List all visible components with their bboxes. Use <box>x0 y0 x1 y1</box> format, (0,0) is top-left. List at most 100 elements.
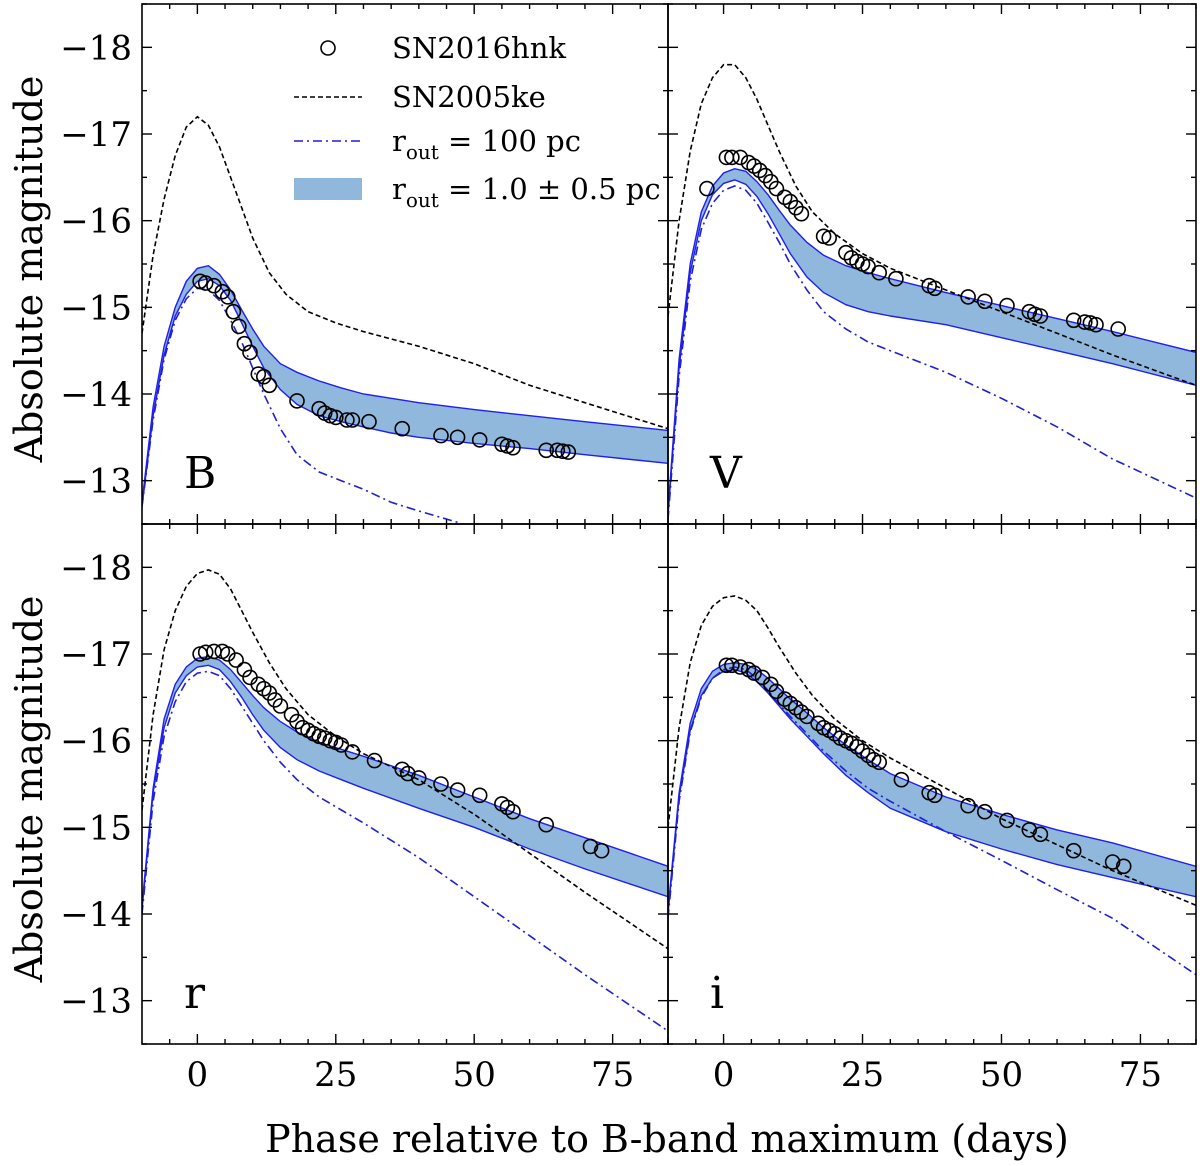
sn2005ke-line <box>142 115 668 430</box>
y-tick-label: −15 <box>60 808 132 848</box>
data-point <box>732 659 749 675</box>
y-tick-label: −18 <box>60 28 132 68</box>
data-point <box>999 812 1015 829</box>
legend-label-main: r <box>392 124 406 158</box>
panel-label-r: r <box>184 968 206 1019</box>
y-tick-label: −14 <box>60 375 132 415</box>
data-point <box>394 420 411 437</box>
model-band-lower-edge <box>142 664 668 910</box>
data-point <box>197 644 214 661</box>
data-point <box>311 400 328 417</box>
model-band-upper-edge <box>668 661 1196 910</box>
data-point <box>782 695 799 712</box>
data-point <box>1032 308 1049 324</box>
model-100pc-line <box>668 666 1196 976</box>
panel-V: V <box>667 3 1197 525</box>
data-point <box>1115 858 1132 875</box>
data-point <box>361 413 377 430</box>
x-tick-label: 0 <box>187 1055 209 1095</box>
data-point <box>255 368 272 385</box>
data-point <box>1021 822 1038 838</box>
plot-area <box>142 569 668 1032</box>
data-point <box>197 275 214 291</box>
data-point <box>236 335 253 352</box>
x-axis-title: Phase relative to B-band maximum (days) <box>265 1117 1069 1161</box>
data-point <box>793 205 810 222</box>
data-point <box>746 158 762 174</box>
model-100pc-line <box>142 670 668 1032</box>
data-point <box>220 289 236 305</box>
legend-label: rout = 100 pc <box>392 124 581 164</box>
data-point <box>327 409 344 426</box>
data-point <box>344 744 361 760</box>
data-point <box>838 244 854 261</box>
y-tick-label: −18 <box>60 548 132 588</box>
data-point <box>699 180 715 197</box>
x-tick-label: 25 <box>841 1055 884 1095</box>
x-tick-label: 50 <box>453 1055 496 1095</box>
data-point <box>471 432 488 448</box>
model-band-upper-edge <box>142 655 668 906</box>
data-point <box>344 412 361 428</box>
data-point <box>999 297 1015 314</box>
data-point <box>206 643 222 660</box>
data-point <box>433 776 449 792</box>
data-point <box>854 743 871 759</box>
panel-r: 0 25 50 75 −18 −17 −16 −15 −14 −13 r <box>60 523 669 1095</box>
data-point <box>926 280 943 297</box>
data-point <box>732 149 749 166</box>
y-axis-title-top: Absolute magnitude <box>7 76 51 464</box>
sn2005ke-line <box>668 595 1196 907</box>
data-point <box>860 747 876 764</box>
data-point <box>225 303 242 320</box>
data-point <box>751 162 768 179</box>
x-tick-label: 75 <box>1119 1055 1162 1095</box>
data-point <box>449 782 466 798</box>
sn2005ke-line <box>668 63 1196 387</box>
data-point <box>582 838 599 855</box>
data-point <box>1110 321 1126 337</box>
data-point <box>724 657 740 674</box>
data-point <box>976 293 993 310</box>
data-point <box>768 180 785 197</box>
data-point <box>433 427 449 444</box>
x-tick-label: 50 <box>980 1055 1023 1095</box>
plot-area <box>668 63 1196 520</box>
data-point <box>499 799 516 816</box>
data-point <box>261 377 278 394</box>
data-point <box>960 289 976 305</box>
x-tick-label: 0 <box>713 1055 735 1095</box>
panel-i: 0 25 50 75 i <box>667 523 1197 1095</box>
data-point <box>926 787 943 804</box>
data-point <box>366 752 383 769</box>
data-point <box>888 270 904 287</box>
data-point <box>471 787 488 804</box>
data-point <box>449 429 466 446</box>
y-tick-label: −15 <box>60 288 132 328</box>
legend-label: SN2016hnk <box>392 31 566 65</box>
y-tick-label: −14 <box>60 895 132 935</box>
panels-group: −18−17−16−15−14−13 B V0 25 50 75−18−17−16−15−… <box>60 3 1197 1095</box>
data-point <box>810 715 826 732</box>
data-point <box>776 189 793 206</box>
model-100pc-line <box>142 287 458 524</box>
data-point <box>960 797 976 814</box>
data-point <box>1032 826 1049 843</box>
data-point <box>871 754 888 771</box>
model-100pc-line <box>668 185 1196 520</box>
data-point <box>289 393 305 409</box>
data-point <box>250 676 267 693</box>
model-band-fill <box>142 265 668 507</box>
legend-label-sub: out <box>406 140 439 164</box>
legend-label-rest: = 100 pc <box>439 124 581 158</box>
data-point <box>871 264 888 281</box>
data-point <box>746 665 762 681</box>
data-point <box>231 318 247 335</box>
data-point <box>538 442 555 459</box>
data-point <box>549 442 566 459</box>
data-point <box>410 770 427 786</box>
data-point <box>214 283 231 300</box>
plot-area <box>668 595 1196 976</box>
x-tick-label: 75 <box>591 1055 634 1095</box>
data-point <box>339 412 355 428</box>
